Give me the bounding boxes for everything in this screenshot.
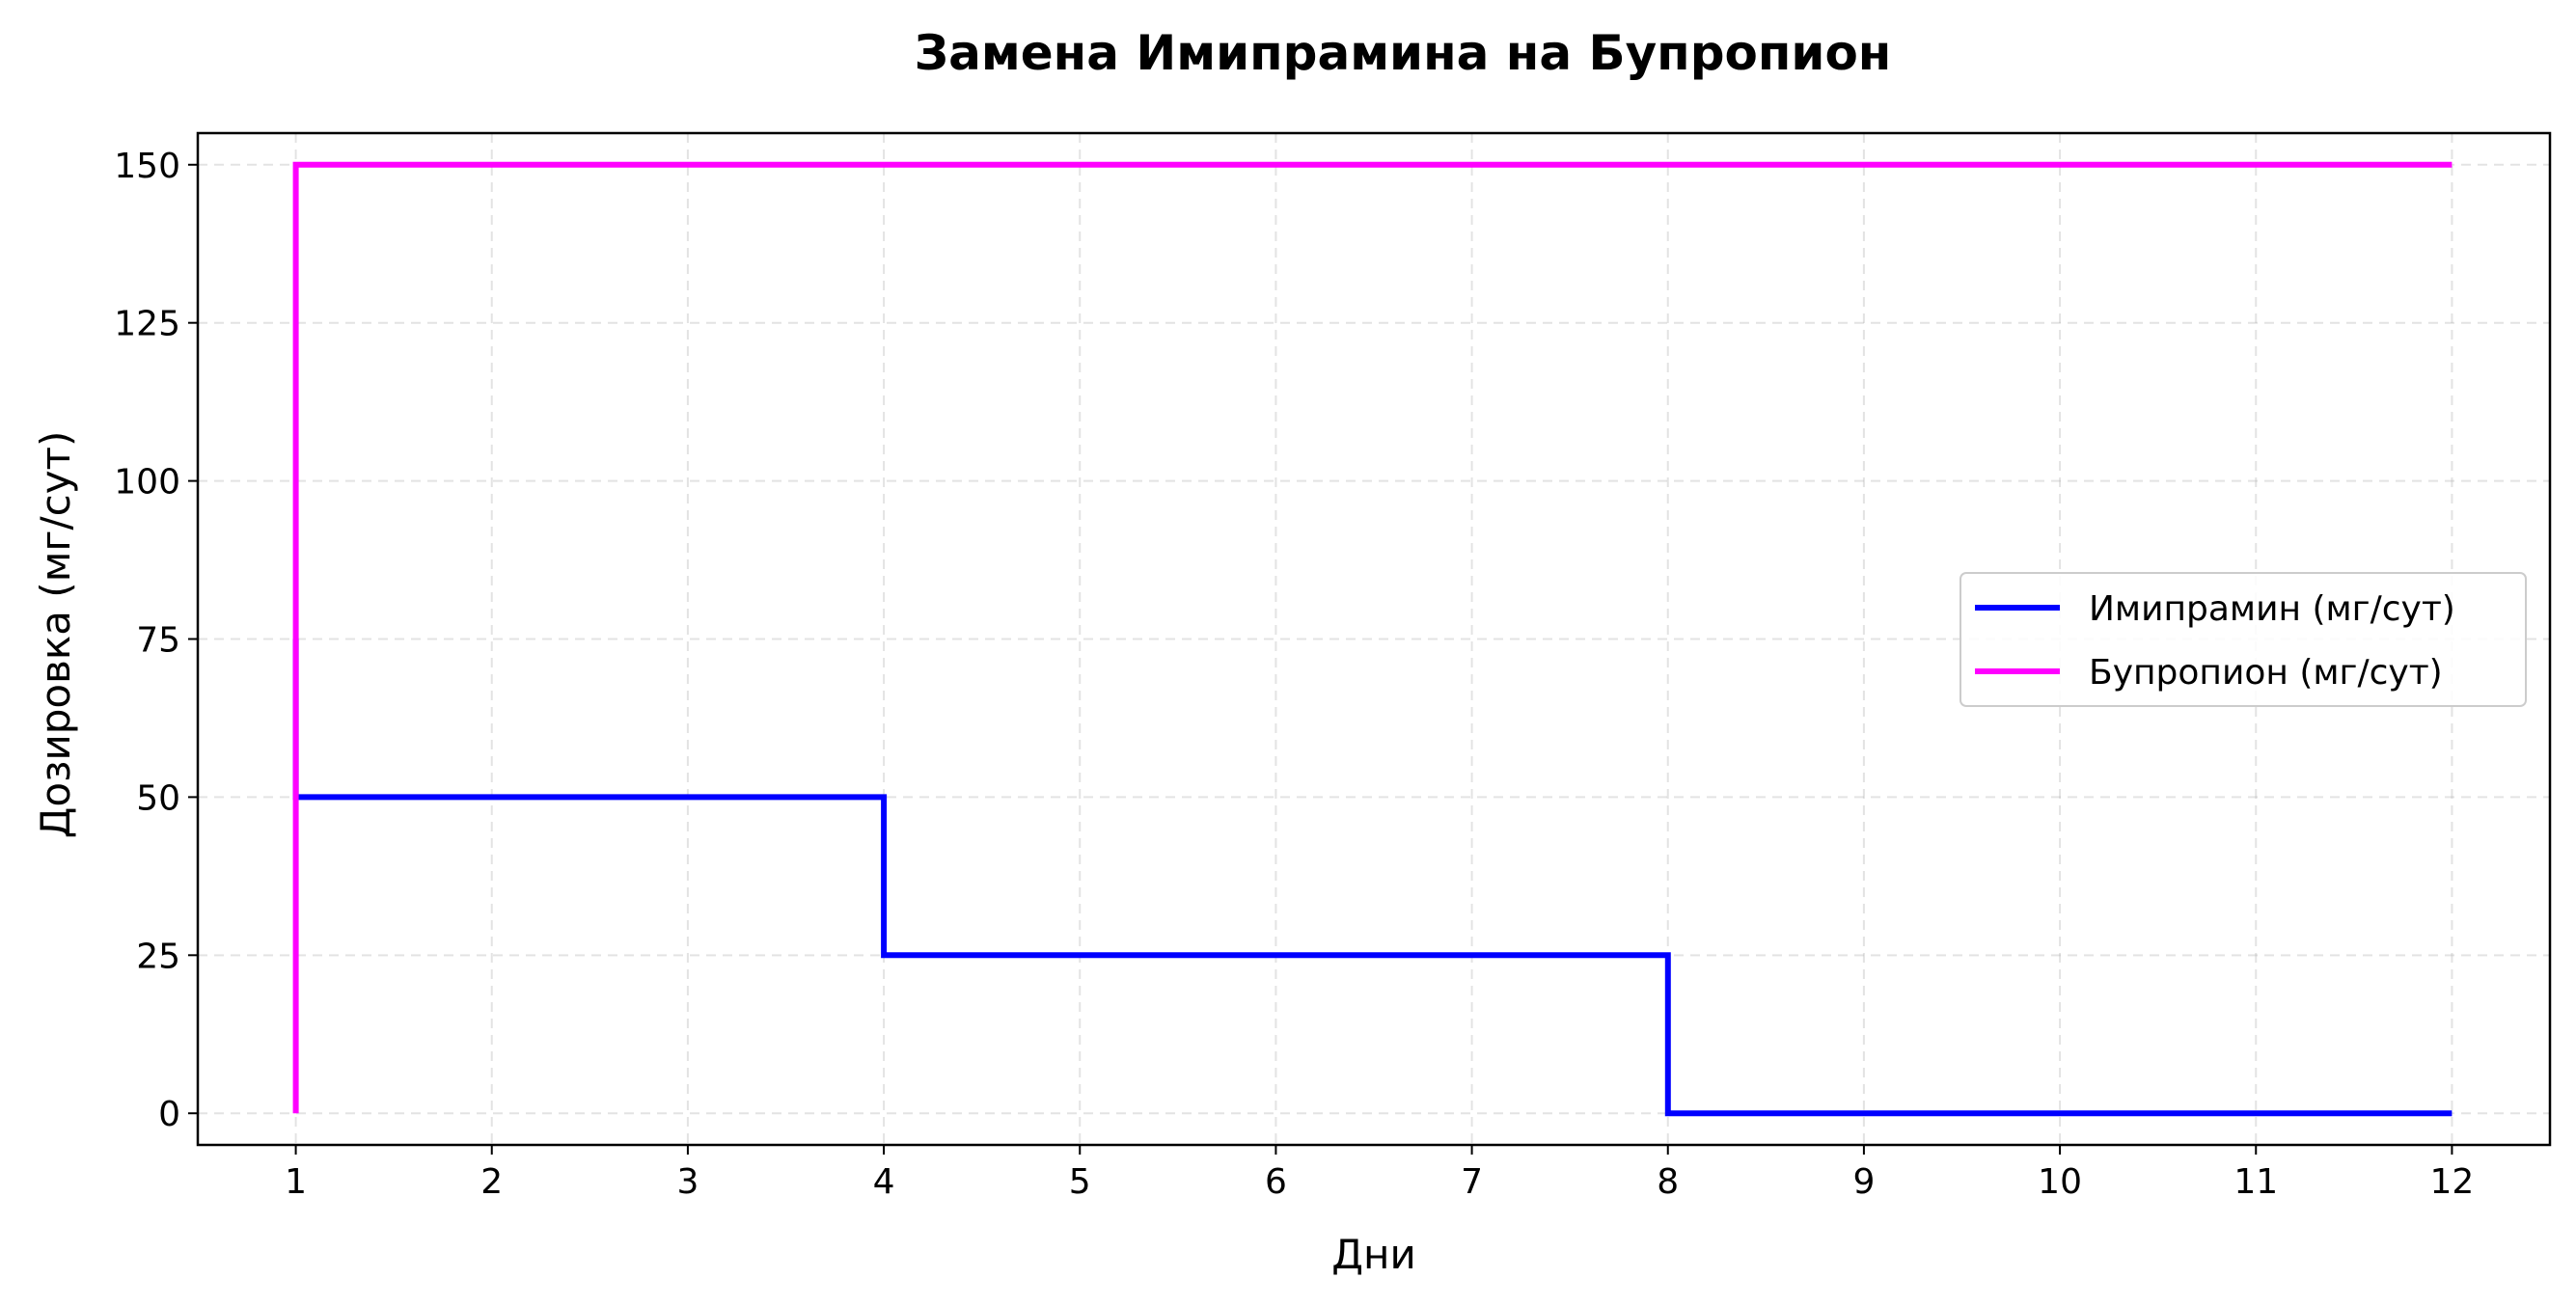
x-tick-label: 6 <box>1265 1162 1287 1202</box>
series-line-2 <box>292 161 2453 1114</box>
x-tick-label: 3 <box>676 1162 699 1202</box>
y-tick-label: 75 <box>136 621 180 661</box>
y-tick-label: 125 <box>114 305 180 344</box>
x-tick-label: 1 <box>285 1162 307 1202</box>
y-tick-label: 100 <box>114 463 180 503</box>
x-tick-label: 11 <box>2233 1162 2278 1202</box>
x-tick-label: 4 <box>873 1162 895 1202</box>
legend: Имипрамин (мг/сут) Бупропион (мг/сут) <box>1959 572 2527 707</box>
x-tick-label: 7 <box>1461 1162 1483 1202</box>
x-tick-label: 8 <box>1657 1162 1679 1202</box>
y-tick-label: 150 <box>114 147 180 186</box>
legend-label: Бупропион (мг/сут) <box>2089 653 2443 693</box>
y-tick-label: 0 <box>158 1095 180 1134</box>
legend-label: Имипрамин (мг/сут) <box>2089 589 2455 629</box>
series-line-1 <box>292 639 2453 1117</box>
x-tick-label: 2 <box>480 1162 503 1202</box>
y-tick-label: 50 <box>136 778 180 818</box>
x-tick-label: 9 <box>1852 1162 1875 1202</box>
series-layer <box>292 161 2453 1117</box>
legend-frame <box>1959 572 2527 707</box>
chart-title: Замена Имипрамина на Бупропион <box>915 25 1892 81</box>
x-tick-label: 10 <box>2038 1162 2082 1202</box>
x-tick-label: 12 <box>2430 1162 2475 1202</box>
y-axis-label: Дозировка (мг/сут) <box>32 431 79 839</box>
y-tick-label: 25 <box>136 937 180 976</box>
x-tick-label: 5 <box>1069 1162 1091 1202</box>
x-axis-label: Дни <box>1331 1231 1416 1278</box>
